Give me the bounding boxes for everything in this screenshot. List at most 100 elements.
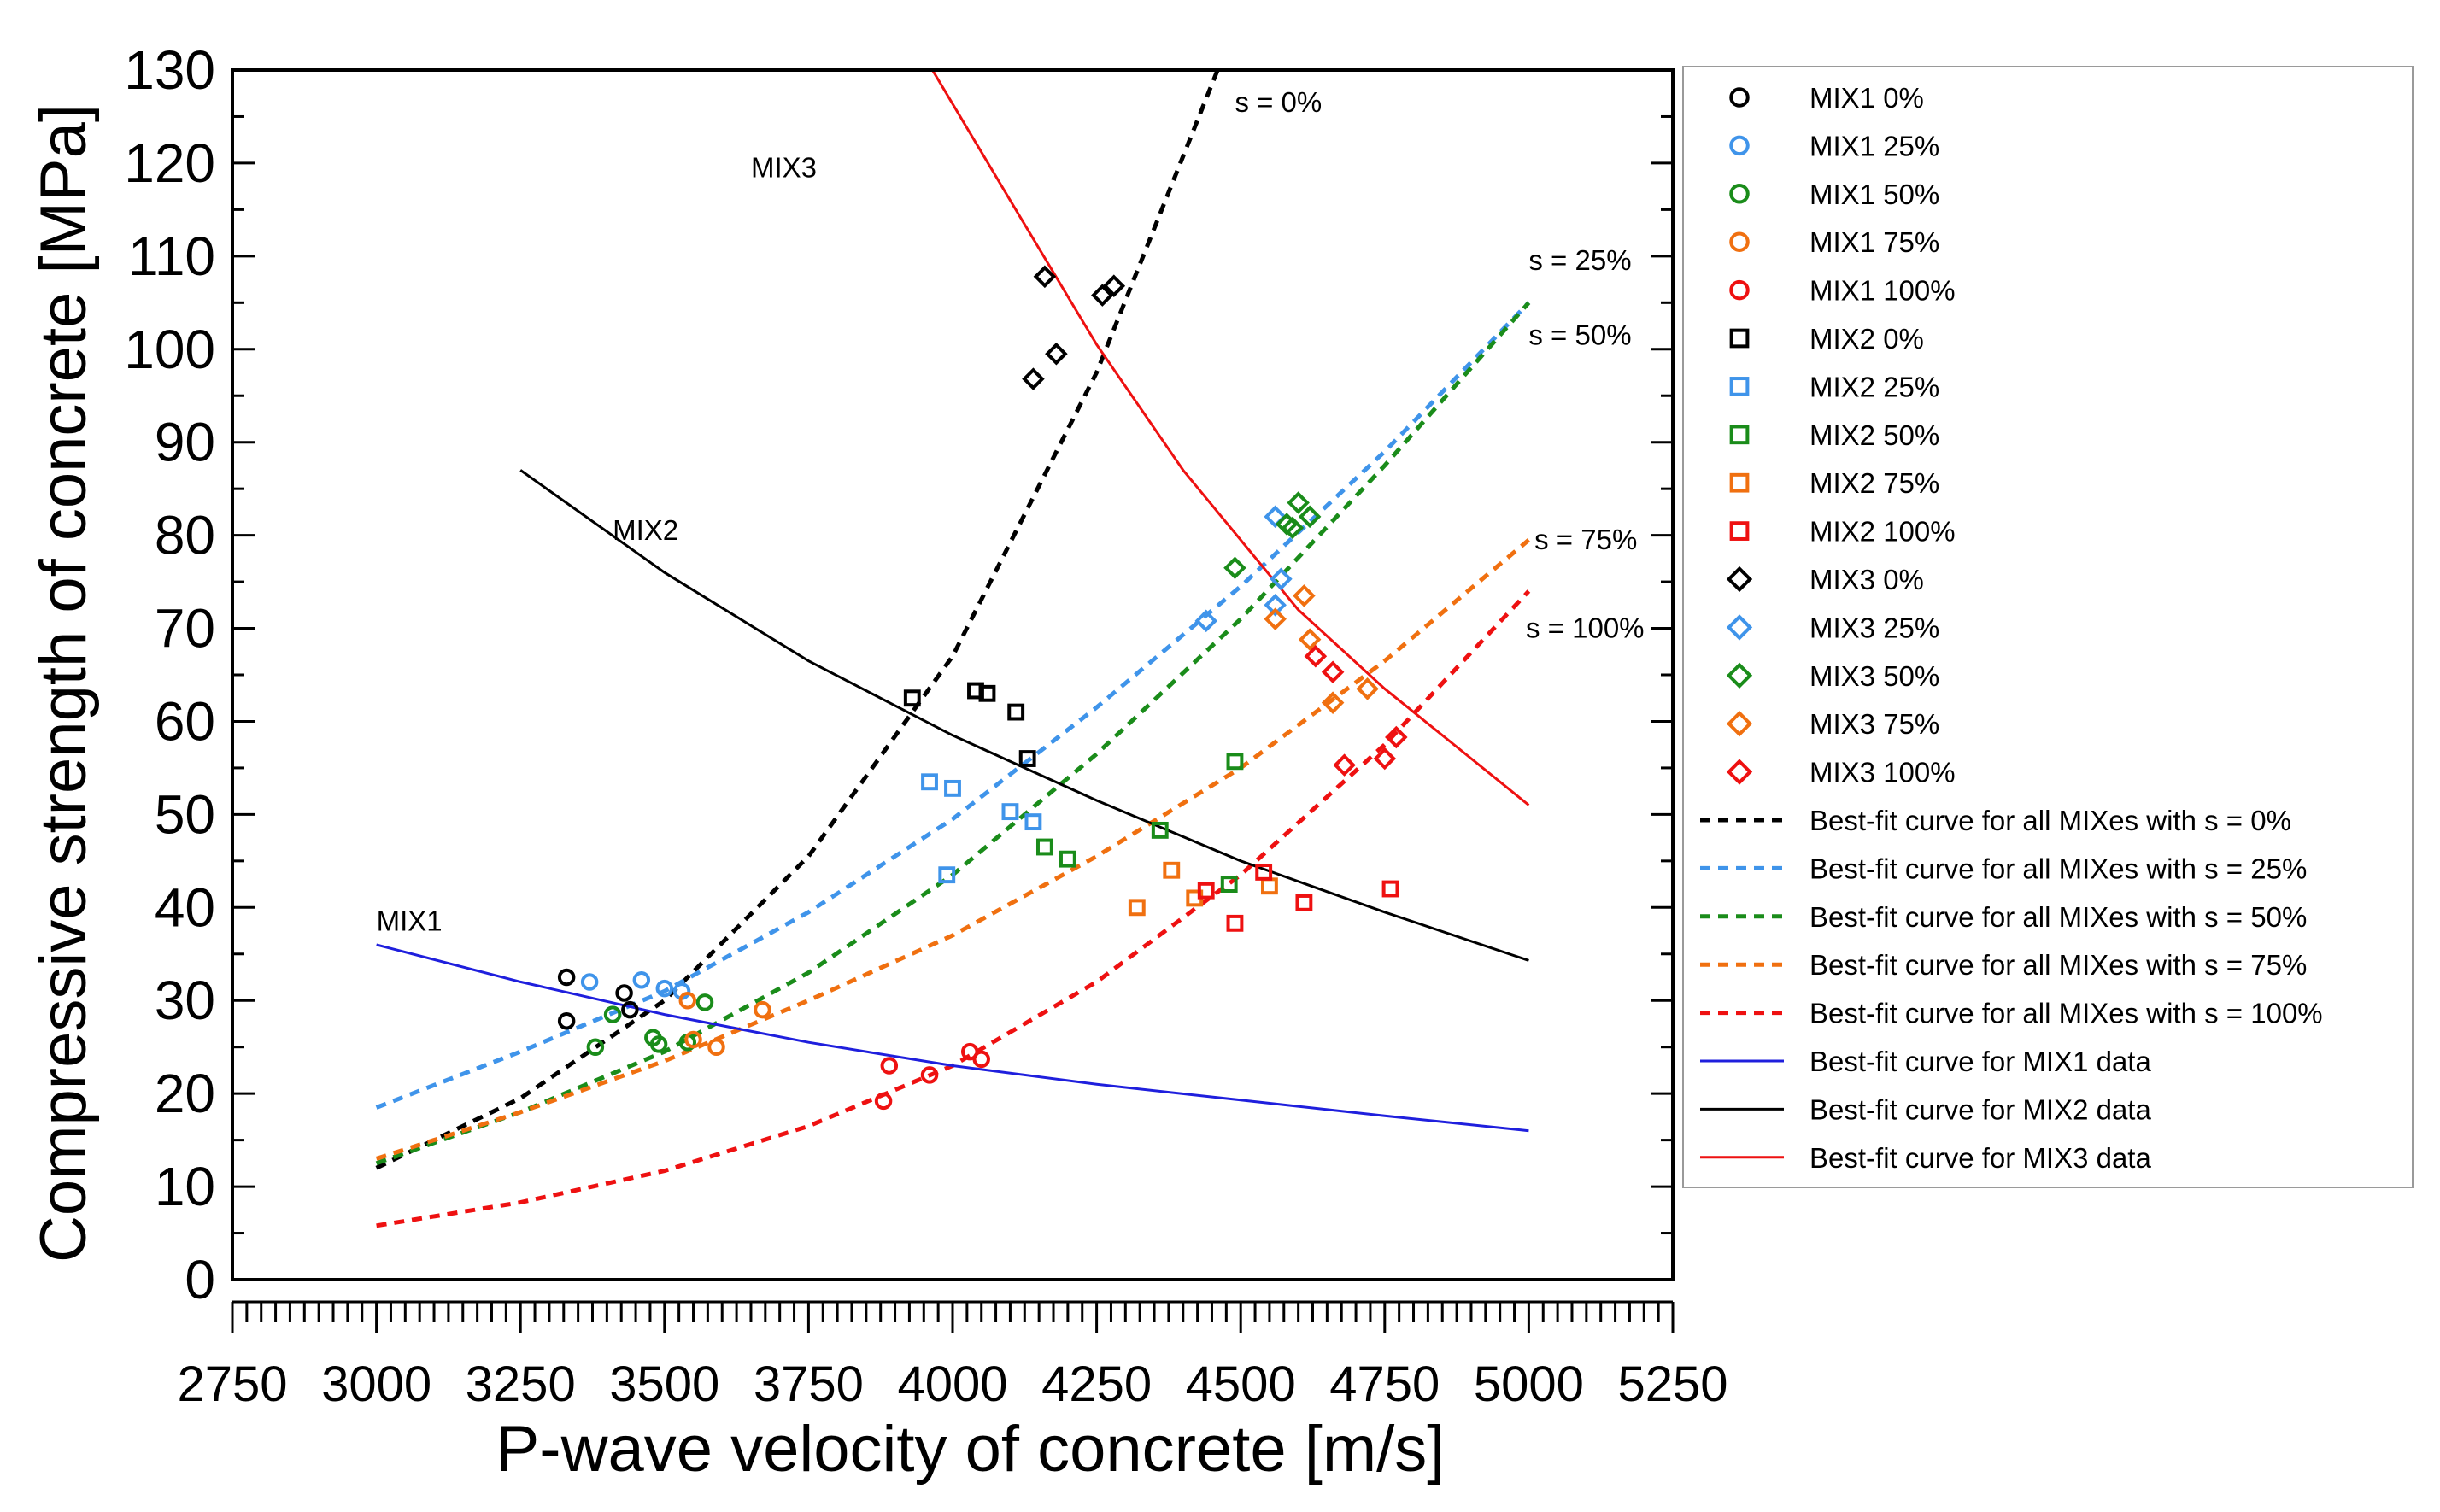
legend-label: Best-fit curve for MIX1 data bbox=[1809, 1046, 2151, 1077]
fit-curve-3 bbox=[375, 301, 1531, 1166]
data-point-square bbox=[944, 779, 961, 797]
legend-label: MIX3 50% bbox=[1809, 660, 1939, 692]
data-point-diamond bbox=[1091, 284, 1114, 307]
y-tick-label: 30 bbox=[155, 970, 215, 1031]
legend-swatch-diamond bbox=[1726, 566, 1753, 593]
legend-swatch-circle bbox=[1729, 231, 1750, 252]
data-point-diamond bbox=[1321, 691, 1345, 714]
data-point-circle bbox=[874, 1092, 893, 1111]
plot-annotation: s = 25% bbox=[1528, 244, 1631, 276]
data-point-square bbox=[1007, 703, 1025, 721]
legend-label: MIX1 50% bbox=[1809, 179, 1939, 210]
legend-label: MIX2 50% bbox=[1809, 419, 1939, 451]
data-point-diamond bbox=[1304, 644, 1328, 668]
legend-label: Best-fit curve for all MIXes with s = 0% bbox=[1809, 805, 2291, 836]
fit-curve-5 bbox=[376, 589, 1531, 1228]
data-point-circle bbox=[920, 1066, 939, 1084]
y-tick-label: 90 bbox=[155, 412, 215, 473]
data-point-square bbox=[1226, 914, 1244, 932]
data-point-square bbox=[1018, 750, 1036, 767]
y-tick-label: 0 bbox=[185, 1249, 215, 1310]
data-point-circle bbox=[603, 1005, 622, 1023]
y-axis-title: Compressive strength of concrete [MPa] bbox=[27, 104, 100, 1263]
data-point-square bbox=[1151, 821, 1169, 839]
y-tick-label: 100 bbox=[124, 319, 215, 380]
x-tick-label: 3000 bbox=[321, 1357, 431, 1412]
data-points bbox=[557, 265, 1408, 1111]
data-point-square bbox=[1024, 813, 1042, 831]
legend-swatch-square bbox=[1729, 328, 1750, 349]
y-tick-label: 130 bbox=[124, 39, 215, 101]
legend: MIX1 0% MIX1 25% MIX1 50% MIX1 75% MIX1 100%… bbox=[1682, 66, 2414, 1188]
data-point-diamond bbox=[1102, 274, 1126, 297]
data-point-diamond bbox=[1223, 556, 1246, 580]
fit-curve-1 bbox=[375, 70, 1220, 1170]
data-point-circle bbox=[880, 1057, 899, 1075]
data-point-diamond bbox=[1264, 607, 1287, 630]
x-tick-label: 4000 bbox=[897, 1357, 1007, 1412]
legend-swatch-diamond bbox=[1726, 662, 1753, 689]
fit-curve-6 bbox=[376, 943, 1529, 1133]
fit-curve-2 bbox=[375, 301, 1531, 1110]
y-tick-label: 120 bbox=[124, 132, 215, 194]
y-tick-label: 40 bbox=[155, 876, 215, 938]
data-point-square bbox=[1226, 753, 1244, 771]
legend-label: Best-fit curve for all MIXes with s = 50… bbox=[1809, 901, 2307, 933]
legend-label: Best-fit curve for MIX2 data bbox=[1809, 1093, 2151, 1125]
data-point-diamond bbox=[1264, 594, 1287, 617]
legend-label: MIX3 25% bbox=[1809, 612, 1939, 643]
data-point-square bbox=[1255, 863, 1273, 881]
legend-swatch-circle bbox=[1729, 184, 1750, 204]
legend-label: MIX3 100% bbox=[1809, 757, 1956, 788]
legend-label: Best-fit curve for all MIXes with s = 25… bbox=[1809, 853, 2307, 884]
data-point-square bbox=[1128, 899, 1146, 917]
legend-label: MIX2 25% bbox=[1809, 371, 1939, 402]
data-point-diamond bbox=[1356, 677, 1379, 700]
legend-label: Best-fit curve for all MIXes with s = 75… bbox=[1809, 949, 2307, 981]
legend-label: MIX3 0% bbox=[1809, 564, 1924, 595]
fit-curve-4 bbox=[375, 538, 1531, 1161]
data-point-diamond bbox=[1194, 609, 1218, 633]
legend-label: Best-fit curve for MIX3 data bbox=[1809, 1142, 2151, 1174]
legend-label: MIX1 100% bbox=[1809, 275, 1956, 307]
legend-swatch-circle bbox=[1729, 135, 1750, 156]
y-axis: 0 10 20 30 40 50 60 70 80 90 100 110 120 130 bbox=[124, 39, 1673, 1310]
data-point-diamond bbox=[1264, 505, 1287, 529]
data-point-circle bbox=[632, 971, 651, 989]
fit-curve-8 bbox=[931, 70, 1530, 806]
y-tick-label: 70 bbox=[155, 598, 215, 659]
x-tick-label: 4750 bbox=[1329, 1357, 1440, 1412]
legend-swatch-square bbox=[1729, 521, 1750, 541]
data-point-circle bbox=[649, 1035, 668, 1053]
data-point-diamond bbox=[1333, 753, 1356, 777]
plot-annotation: s = 50% bbox=[1528, 319, 1631, 350]
plot-annotation: MIX1 bbox=[377, 905, 443, 937]
data-point-circle bbox=[655, 979, 674, 998]
data-point-diamond bbox=[1270, 567, 1293, 591]
data-point-circle bbox=[684, 1030, 702, 1049]
x-tick-label: 3750 bbox=[754, 1357, 864, 1412]
x-tick-label: 3250 bbox=[466, 1357, 576, 1412]
legend-label: MIX3 75% bbox=[1809, 708, 1939, 740]
data-point-square bbox=[1197, 882, 1215, 900]
data-point-square bbox=[903, 689, 921, 707]
data-point-diamond bbox=[1281, 516, 1305, 540]
plot-annotation: s = 0% bbox=[1235, 86, 1322, 118]
x-tick-label: 4250 bbox=[1041, 1357, 1152, 1412]
data-point-circle bbox=[972, 1050, 990, 1069]
fit-curves bbox=[375, 70, 1531, 1228]
legend-swatch-diamond bbox=[1726, 759, 1753, 785]
x-axis-title: P-wave velocity of concrete [m/s] bbox=[496, 1413, 1446, 1486]
plot-frame bbox=[231, 68, 1675, 1281]
data-point-circle bbox=[580, 973, 599, 991]
legend-swatch-circle bbox=[1729, 87, 1750, 108]
data-point-square bbox=[978, 684, 996, 702]
data-point-circle bbox=[707, 1038, 725, 1056]
x-axis: 2750 3000 3250 3500 3750 4000 4250 4500 4750 5000… bbox=[177, 1300, 1728, 1412]
legend-swatch-diamond bbox=[1726, 711, 1753, 737]
data-point-diamond bbox=[1293, 584, 1316, 607]
x-tick-label: 3500 bbox=[609, 1357, 719, 1412]
y-tick-label: 60 bbox=[155, 690, 215, 752]
data-point-square bbox=[1059, 850, 1076, 868]
